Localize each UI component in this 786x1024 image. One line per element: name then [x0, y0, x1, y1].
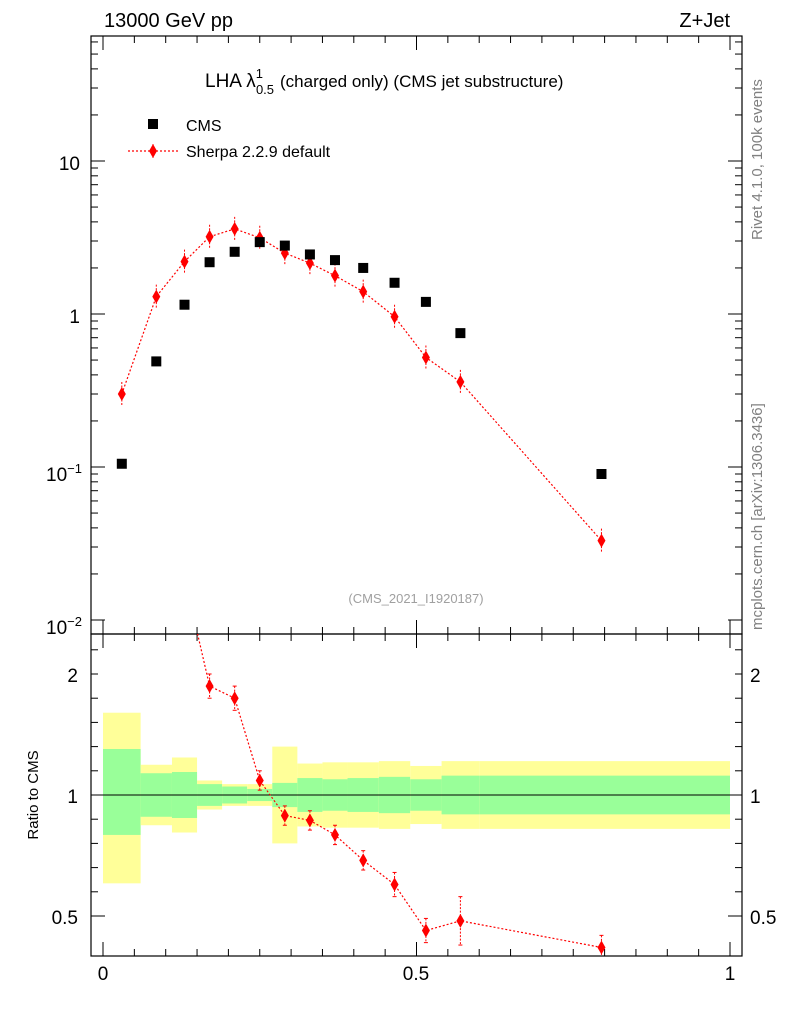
ratio-bands	[103, 712, 730, 884]
chart-title-superscript: 1	[256, 66, 263, 81]
cms-point	[179, 299, 190, 310]
cms-point	[596, 469, 607, 480]
sherpa-line	[121, 228, 602, 542]
y-tick-0.01-exp: −2	[67, 614, 82, 629]
x-tick-label-0.5: 0.5	[403, 964, 429, 985]
ratio-point	[205, 679, 214, 694]
main-axis-ticks	[91, 36, 742, 634]
cms-point	[329, 255, 340, 266]
ratio-point	[305, 813, 314, 828]
sherpa-point	[117, 387, 126, 402]
ratio-point	[597, 940, 606, 955]
cms-point	[358, 262, 369, 273]
ratio-panel: Ratio to CMS 0.5 1 2 0.5 1 2 0 0.5 1	[25, 401, 776, 985]
sherpa-point	[421, 350, 430, 365]
cms-point	[254, 237, 265, 248]
ratio-tick-label-2-left: 2	[67, 666, 78, 687]
process-label: Z+Jet	[679, 10, 730, 32]
inner-band-bin	[103, 749, 141, 835]
sherpa-point	[152, 289, 161, 304]
ratio-tick-label-2-right: 2	[750, 666, 761, 687]
main-panel: LHA λ1 0.5 (charged only) (CMS jet substru…	[46, 35, 743, 639]
sherpa-point	[205, 229, 214, 244]
chart-title-prefix: LHA λ	[205, 71, 256, 92]
y-tick-0.1-base: 10	[46, 465, 67, 486]
sherpa-point	[305, 256, 314, 271]
ratio-point	[230, 691, 239, 706]
chart-title-suffix: (charged only) (CMS jet substructure)	[280, 72, 563, 91]
sherpa-point	[330, 268, 339, 283]
ratio-point	[255, 773, 264, 788]
ratio-point	[421, 923, 430, 938]
sherpa-point	[597, 533, 606, 548]
ratio-tick-label-0.5-left: 0.5	[52, 908, 78, 929]
cms-point	[151, 356, 162, 367]
sherpa-point	[230, 221, 239, 236]
sherpa-point	[456, 374, 465, 389]
sherpa-point	[390, 309, 399, 324]
analysis-id: (CMS_2021_I1920187)	[348, 591, 483, 606]
legend: CMS Sherpa 2.2.9 default	[128, 118, 331, 161]
x-tick-label-1: 1	[725, 964, 736, 985]
main-data-layer	[116, 216, 607, 553]
cms-point	[116, 458, 127, 469]
cms-point	[279, 240, 290, 251]
y-tick-label-10: 10	[59, 154, 80, 175]
energy-label: 13000 GeV pp	[104, 10, 233, 32]
ratio-point	[456, 913, 465, 928]
rivet-label: Rivet 4.1.0, 100k events	[749, 79, 766, 240]
cms-point	[304, 249, 315, 260]
y-tick-0.01-base: 10	[46, 618, 67, 639]
y-tick-0.1-exp: −1	[67, 461, 82, 476]
chart-title-subscript: 0.5	[256, 82, 274, 97]
sherpa-point	[359, 284, 368, 299]
mcplots-label: mcplots.cern.ch [arXiv:1306.3436]	[749, 403, 766, 630]
y-tick-label-0.01: 10−2	[46, 614, 82, 639]
ratio-point	[181, 570, 189, 584]
cms-point	[389, 277, 400, 288]
ratio-ylabel: Ratio to CMS	[25, 750, 42, 839]
legend-cms-label: CMS	[186, 118, 222, 135]
ratio-point	[280, 808, 289, 823]
ratio-point	[359, 853, 368, 868]
sherpa-point	[180, 254, 189, 269]
legend-cms-marker	[148, 119, 158, 129]
ratio-sherpa-line	[196, 634, 602, 949]
legend-sherpa-label: Sherpa 2.2.9 default	[186, 144, 331, 161]
y-tick-label-1: 1	[69, 307, 80, 328]
ratio-axis-ticks	[91, 634, 742, 956]
cms-point	[455, 328, 466, 339]
ratio-point	[390, 877, 399, 892]
ratio-point	[152, 401, 160, 415]
cms-point	[420, 296, 431, 307]
ratio-tick-label-0.5-right: 0.5	[750, 908, 776, 929]
ratio-data-layer	[152, 401, 606, 956]
ratio-tick-label-1-right: 1	[750, 787, 761, 808]
chart-title: LHA λ1 0.5 (charged only) (CMS jet substru…	[205, 66, 563, 97]
x-tick-label-0: 0	[98, 964, 109, 985]
ratio-tick-label-1-left: 1	[67, 787, 78, 808]
ratio-point	[330, 827, 339, 842]
cms-point	[229, 246, 240, 257]
y-tick-label-0.1: 10−1	[46, 461, 82, 486]
cms-point	[204, 257, 215, 268]
